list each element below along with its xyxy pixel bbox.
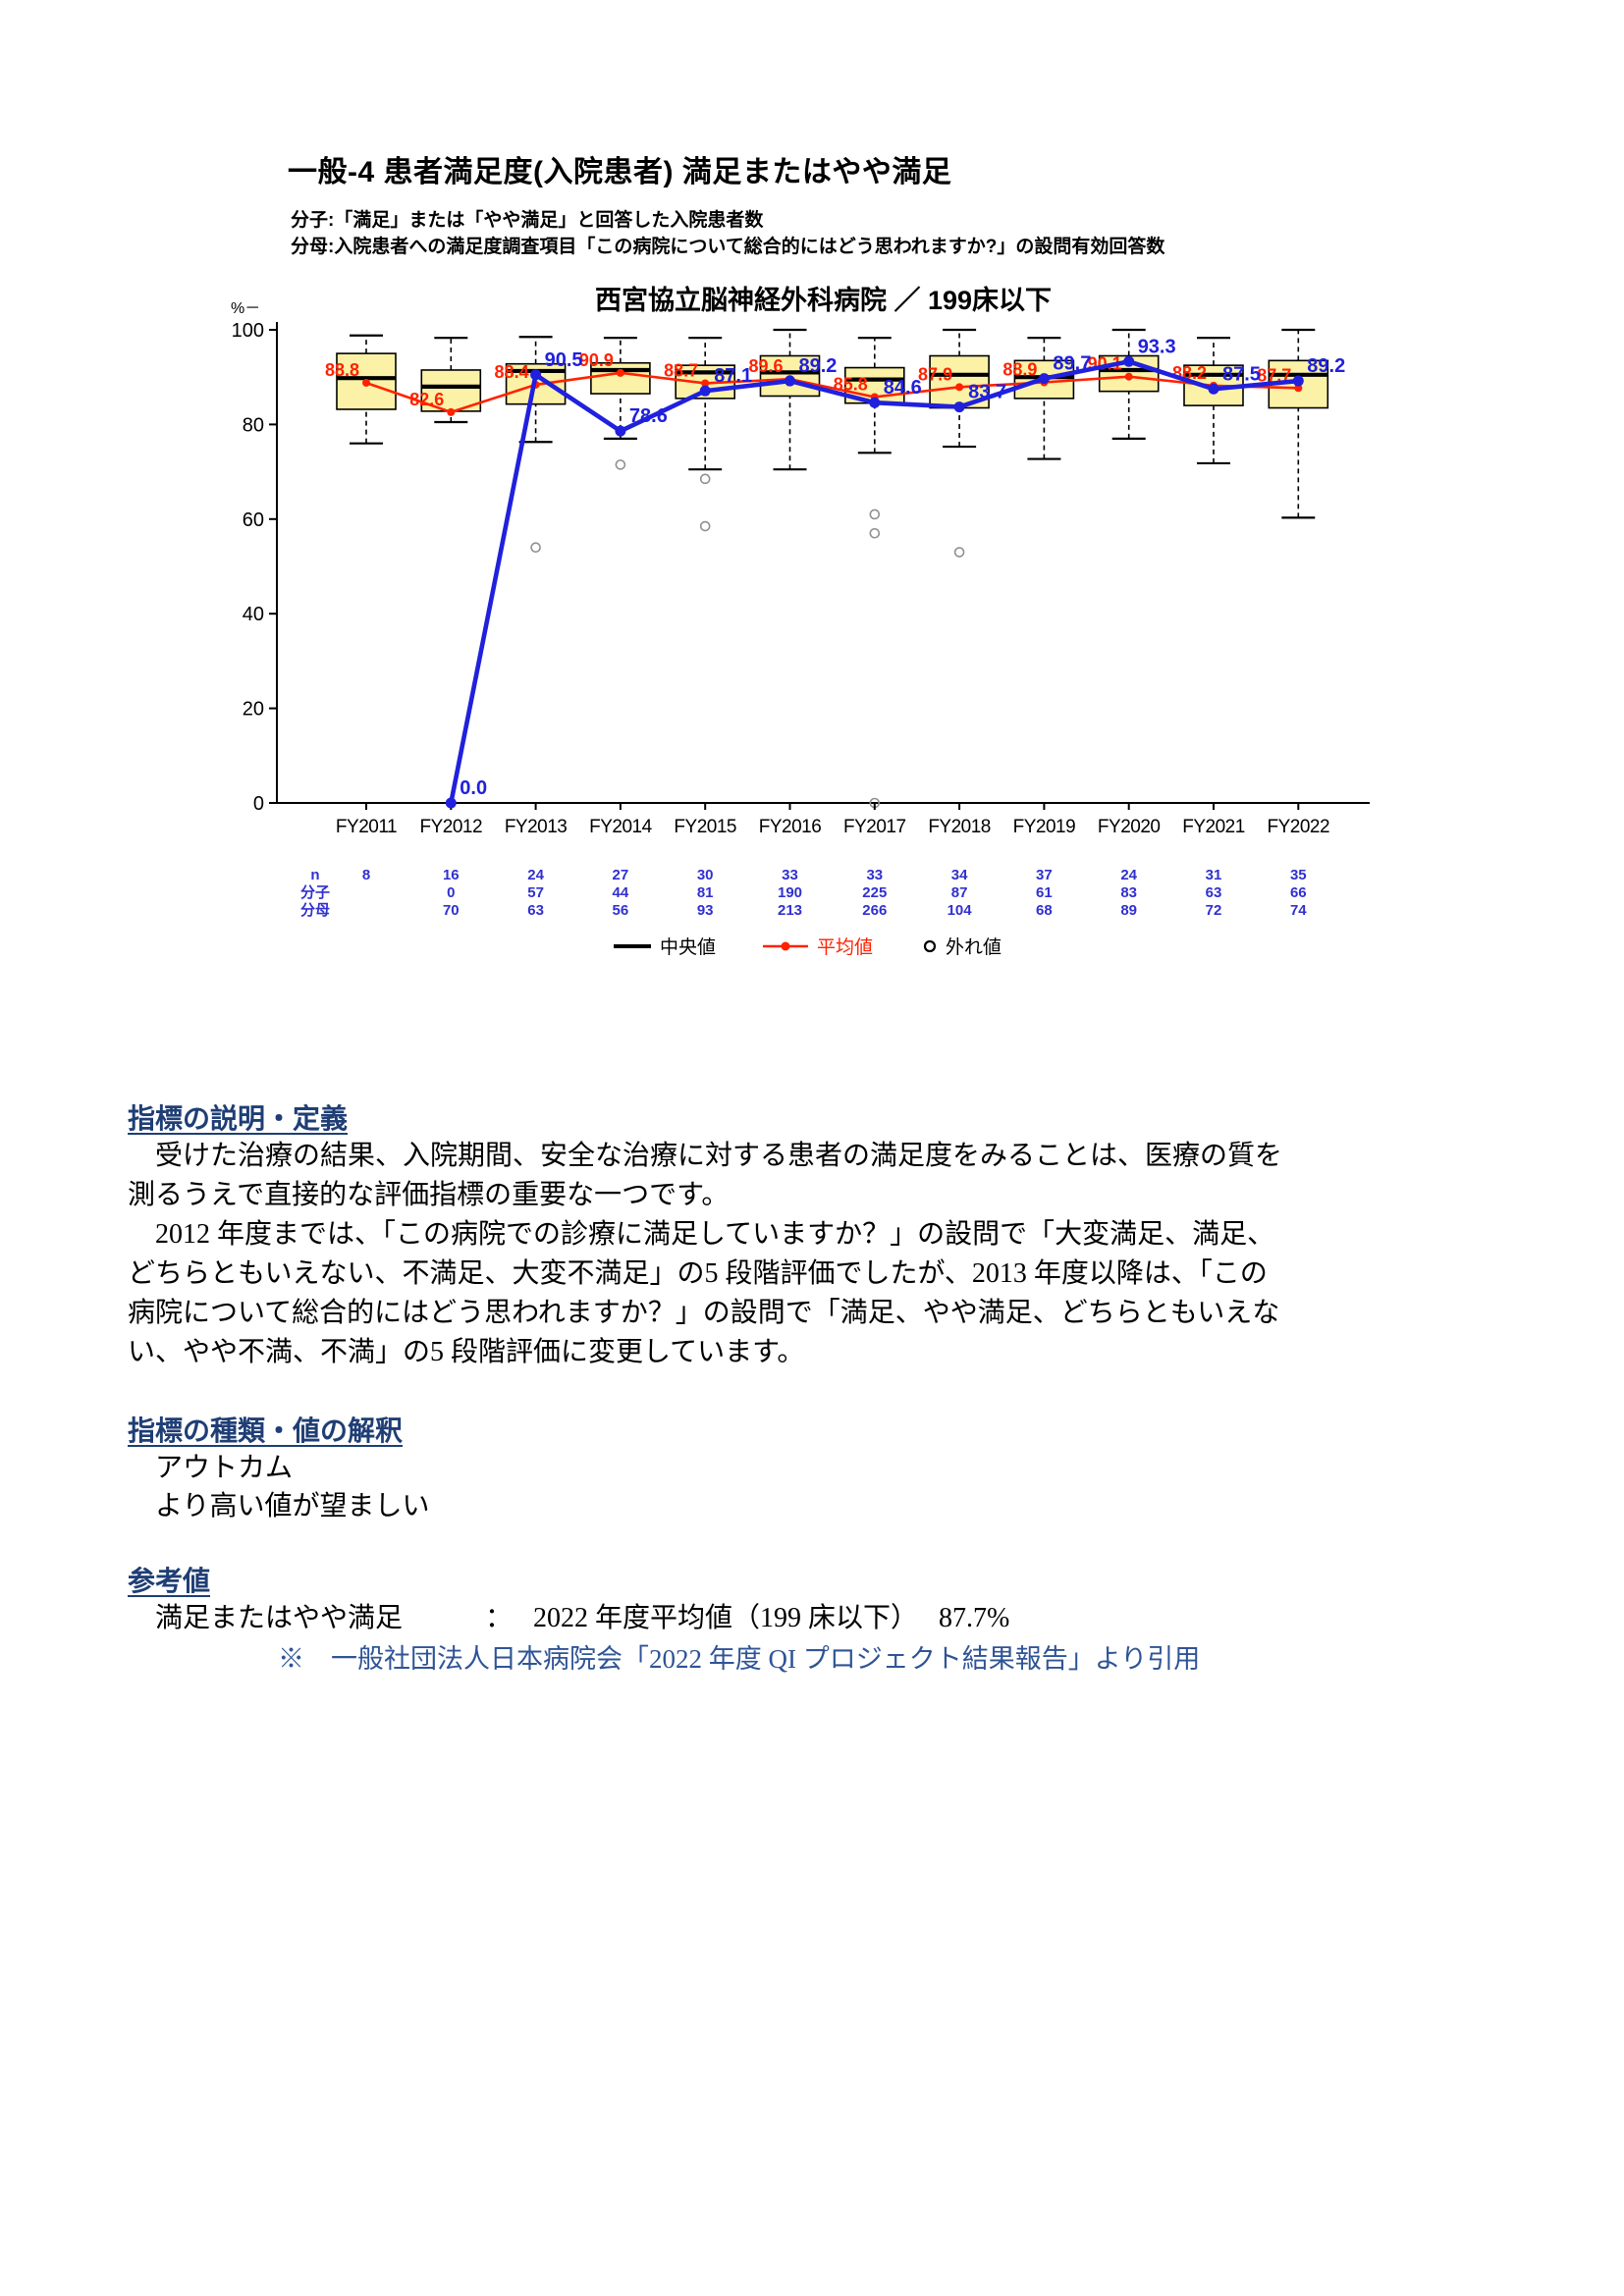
- svg-text:190: 190: [778, 884, 802, 901]
- svg-text:44: 44: [613, 884, 629, 901]
- svg-text:81: 81: [697, 884, 714, 901]
- svg-text:61: 61: [1036, 884, 1053, 901]
- svg-text:平均値: 平均値: [817, 936, 873, 958]
- svg-text:西宮協立脳神経外科病院 ／ 199床以下: 西宮協立脳神経外科病院 ／ 199床以下: [595, 285, 1052, 315]
- svg-text:31: 31: [1206, 867, 1222, 883]
- section-heading-reference: 参考値: [128, 1567, 211, 1597]
- svg-text:0: 0: [253, 793, 264, 815]
- svg-text:56: 56: [613, 902, 629, 919]
- svg-text:104: 104: [947, 902, 973, 919]
- svg-text:82.6: 82.6: [409, 390, 444, 409]
- svg-text:40: 40: [243, 604, 264, 625]
- page-title: 一般-4 患者満足度(入院患者) 満足またはやや満足: [288, 156, 952, 188]
- svg-text:30: 30: [697, 867, 714, 883]
- definition-text: 受けた治療の結果、入院期間、安全な治療に対する患者の満足度をみることは、医療の質…: [128, 1141, 1283, 1367]
- svg-text:100: 100: [232, 320, 264, 342]
- svg-text:FY2012: FY2012: [420, 817, 483, 837]
- svg-text:0: 0: [447, 884, 455, 901]
- svg-text:24: 24: [527, 867, 544, 883]
- numerator-note: 分子:「満足」または「やや満足」と回答した入院患者数: [291, 210, 764, 231]
- svg-text:70: 70: [443, 902, 460, 919]
- boxplot-chart: 西宮協立脳神経外科病院 ／ 199床以下 %－ 0 20 40 60 80 100 88.8 82…: [221, 278, 1380, 965]
- svg-text:74: 74: [1290, 902, 1307, 919]
- svg-text:87.1: 87.1: [714, 365, 752, 387]
- svg-text:90.9: 90.9: [579, 350, 614, 370]
- svg-text:63: 63: [1206, 884, 1222, 901]
- svg-text:分母: 分母: [300, 902, 330, 919]
- svg-text:34: 34: [951, 867, 968, 883]
- svg-text:93: 93: [697, 902, 714, 919]
- svg-text:78.6: 78.6: [629, 405, 668, 427]
- svg-text:88.4: 88.4: [495, 362, 529, 382]
- svg-text:88.8: 88.8: [325, 360, 359, 380]
- svg-text:FY2017: FY2017: [843, 817, 906, 837]
- svg-text:89.2: 89.2: [1307, 355, 1345, 377]
- svg-text:24: 24: [1120, 867, 1137, 883]
- reference-citation: ※ 一般社団法人日本病院会「2022 年度 QI プロジェクト結果報告」より引用: [278, 1644, 1201, 1674]
- svg-text:0.0: 0.0: [460, 777, 487, 799]
- svg-text:66: 66: [1290, 884, 1307, 901]
- svg-text:89.6: 89.6: [748, 356, 783, 376]
- svg-text:20: 20: [243, 699, 264, 721]
- svg-text:68: 68: [1036, 902, 1053, 919]
- svg-text:63: 63: [527, 902, 544, 919]
- category-axis-labels: FY2011 FY2012 FY2013 FY2014 FY2015 FY2016 FY20…: [336, 817, 1330, 837]
- hospital-series-line: 0.0 90.5 78.6 87.1 89.2 84.6 83.7 89.7 93.3 87.5 8…: [445, 336, 1345, 809]
- svg-text:225: 225: [862, 884, 887, 901]
- svg-text:16: 16: [443, 867, 460, 883]
- svg-text:213: 213: [778, 902, 802, 919]
- section-heading-interpretation: 指標の種類・値の解釈: [128, 1416, 404, 1447]
- svg-text:n: n: [310, 867, 319, 883]
- svg-text:外れ値: 外れ値: [946, 936, 1001, 958]
- section-heading-definition: 指標の説明・定義: [128, 1104, 349, 1135]
- svg-text:87: 87: [951, 884, 968, 901]
- svg-text:33: 33: [782, 867, 798, 883]
- svg-text:60: 60: [243, 509, 264, 531]
- svg-text:FY2019: FY2019: [1013, 817, 1076, 837]
- interpretation-text: アウトカム より高い値が望ましい: [155, 1453, 430, 1522]
- svg-text:27: 27: [613, 867, 629, 883]
- svg-text:87.9: 87.9: [918, 364, 952, 384]
- svg-text:57: 57: [527, 884, 544, 901]
- denominator-note: 分母:入院患者への満足度調査項目「この病院について総合的にはどう思われますか?」…: [291, 237, 1165, 257]
- chart-axes: 西宮協立脳神経外科病院 ／ 199床以下 %－ 0 20 40 60 80 100: [231, 285, 1370, 815]
- svg-text:8: 8: [362, 867, 370, 883]
- svg-text:84.6: 84.6: [884, 377, 922, 399]
- svg-text:%－: %－: [231, 300, 260, 317]
- reference-value: 満足またはやや満足 ： 2022 年度平均値（199 床以下） 87.7%: [155, 1603, 1010, 1633]
- svg-text:83.7: 83.7: [968, 382, 1006, 403]
- svg-text:72: 72: [1206, 902, 1222, 919]
- svg-text:83: 83: [1120, 884, 1137, 901]
- svg-text:FY2022: FY2022: [1268, 817, 1330, 837]
- svg-text:89.2: 89.2: [799, 355, 838, 377]
- svg-text:93.3: 93.3: [1138, 336, 1176, 357]
- svg-text:FY2014: FY2014: [589, 817, 652, 837]
- svg-text:88.7: 88.7: [664, 360, 698, 380]
- svg-text:88.9: 88.9: [1002, 360, 1037, 380]
- svg-text:中央値: 中央値: [660, 936, 716, 958]
- svg-text:FY2016: FY2016: [759, 817, 822, 837]
- svg-text:FY2020: FY2020: [1098, 817, 1161, 837]
- svg-text:87.5: 87.5: [1222, 363, 1261, 385]
- svg-text:分子: 分子: [300, 884, 330, 901]
- svg-text:35: 35: [1290, 867, 1307, 883]
- svg-text:90.5: 90.5: [545, 349, 583, 371]
- svg-text:33: 33: [866, 867, 883, 883]
- mean-series-line: 88.882.688.490.988.7 89.685.887.9 88.9 90.1…: [325, 350, 1303, 416]
- svg-text:37: 37: [1036, 867, 1053, 883]
- svg-text:85.8: 85.8: [834, 374, 868, 394]
- svg-text:89: 89: [1120, 902, 1137, 919]
- svg-text:89.7: 89.7: [1053, 353, 1091, 375]
- svg-text:FY2011: FY2011: [336, 817, 397, 837]
- svg-text:80: 80: [243, 414, 264, 436]
- svg-text:FY2013: FY2013: [505, 817, 568, 837]
- svg-text:266: 266: [862, 902, 887, 919]
- svg-text:FY2018: FY2018: [928, 817, 991, 837]
- svg-text:FY2021: FY2021: [1182, 817, 1245, 837]
- chart-legend: 中央値 平均値 外れ値: [614, 936, 1001, 958]
- svg-text:FY2015: FY2015: [674, 817, 736, 837]
